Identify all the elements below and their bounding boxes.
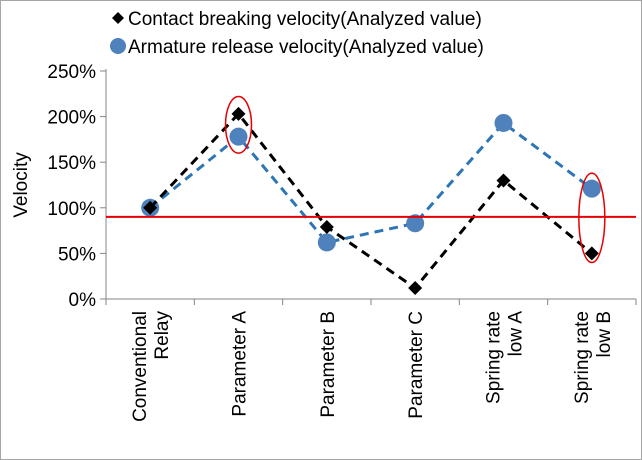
legend-item-armature-release: Armature release velocity(Analyzed value… bbox=[110, 37, 484, 58]
series-line bbox=[149, 120, 593, 245]
y-tick-label: 200% bbox=[47, 108, 96, 129]
y-tick-label: 0% bbox=[69, 290, 97, 311]
data-point bbox=[319, 219, 334, 234]
x-category-label-line: Parameter C bbox=[406, 311, 427, 419]
legend-label: Contact breaking velocity(Analyzed value… bbox=[128, 9, 482, 30]
y-axis: 0% 50% 100% 150% 200% 250% Velocity bbox=[11, 62, 107, 311]
x-category-label-line: Conventional bbox=[130, 311, 151, 422]
data-point bbox=[317, 233, 336, 252]
x-category-label-line: Parameter A bbox=[230, 311, 251, 417]
x-category-label-line: low A bbox=[506, 311, 527, 357]
legend-item-contact-breaking: Contact breaking velocity(Analyzed value… bbox=[112, 9, 482, 30]
data-point bbox=[496, 173, 511, 188]
legend-marker bbox=[110, 38, 126, 54]
legend-label: Armature release velocity(Analyzed value… bbox=[128, 37, 484, 58]
x-category-label: Parameter C bbox=[406, 311, 427, 419]
legend: Contact breaking velocity(Analyzed value… bbox=[110, 9, 484, 58]
x-category-label: Spring rate low A bbox=[484, 311, 527, 404]
data-point bbox=[143, 200, 158, 215]
data-point bbox=[584, 246, 599, 261]
data-point bbox=[408, 281, 423, 296]
x-category-label-line: low B bbox=[594, 311, 615, 357]
y-axis-title: Velocity bbox=[11, 152, 32, 218]
annotation-layer bbox=[106, 95, 636, 264]
x-category-label-line: Relay bbox=[152, 311, 173, 360]
data-point bbox=[494, 113, 513, 132]
x-category-label: Parameter B bbox=[318, 311, 339, 418]
y-tick-label: 250% bbox=[47, 62, 96, 83]
series-line bbox=[149, 111, 593, 291]
data-point bbox=[582, 179, 601, 198]
x-axis: Conventional Relay Parameter A Parameter B P… bbox=[105, 298, 637, 422]
series-contact-breaking bbox=[143, 106, 599, 296]
y-tick-label: 150% bbox=[47, 153, 96, 174]
x-category-label: Conventional Relay bbox=[130, 311, 173, 422]
data-point bbox=[406, 214, 425, 233]
x-category-label: Parameter A bbox=[230, 311, 251, 417]
series-layer bbox=[141, 106, 601, 296]
y-tick-label: 100% bbox=[47, 199, 96, 220]
data-point bbox=[231, 106, 246, 121]
x-category-label-line: Spring rate bbox=[484, 311, 505, 404]
highlight-ellipse bbox=[224, 95, 253, 154]
x-category-label-line: Spring rate bbox=[572, 311, 593, 404]
highlight-ellipse bbox=[578, 172, 606, 264]
data-point bbox=[229, 127, 248, 146]
series-armature-release bbox=[141, 113, 601, 252]
legend-marker bbox=[112, 12, 124, 24]
x-category-label: Spring rate low B bbox=[572, 311, 615, 404]
x-category-label-line: Parameter B bbox=[318, 311, 339, 418]
y-tick-label: 50% bbox=[58, 244, 96, 265]
